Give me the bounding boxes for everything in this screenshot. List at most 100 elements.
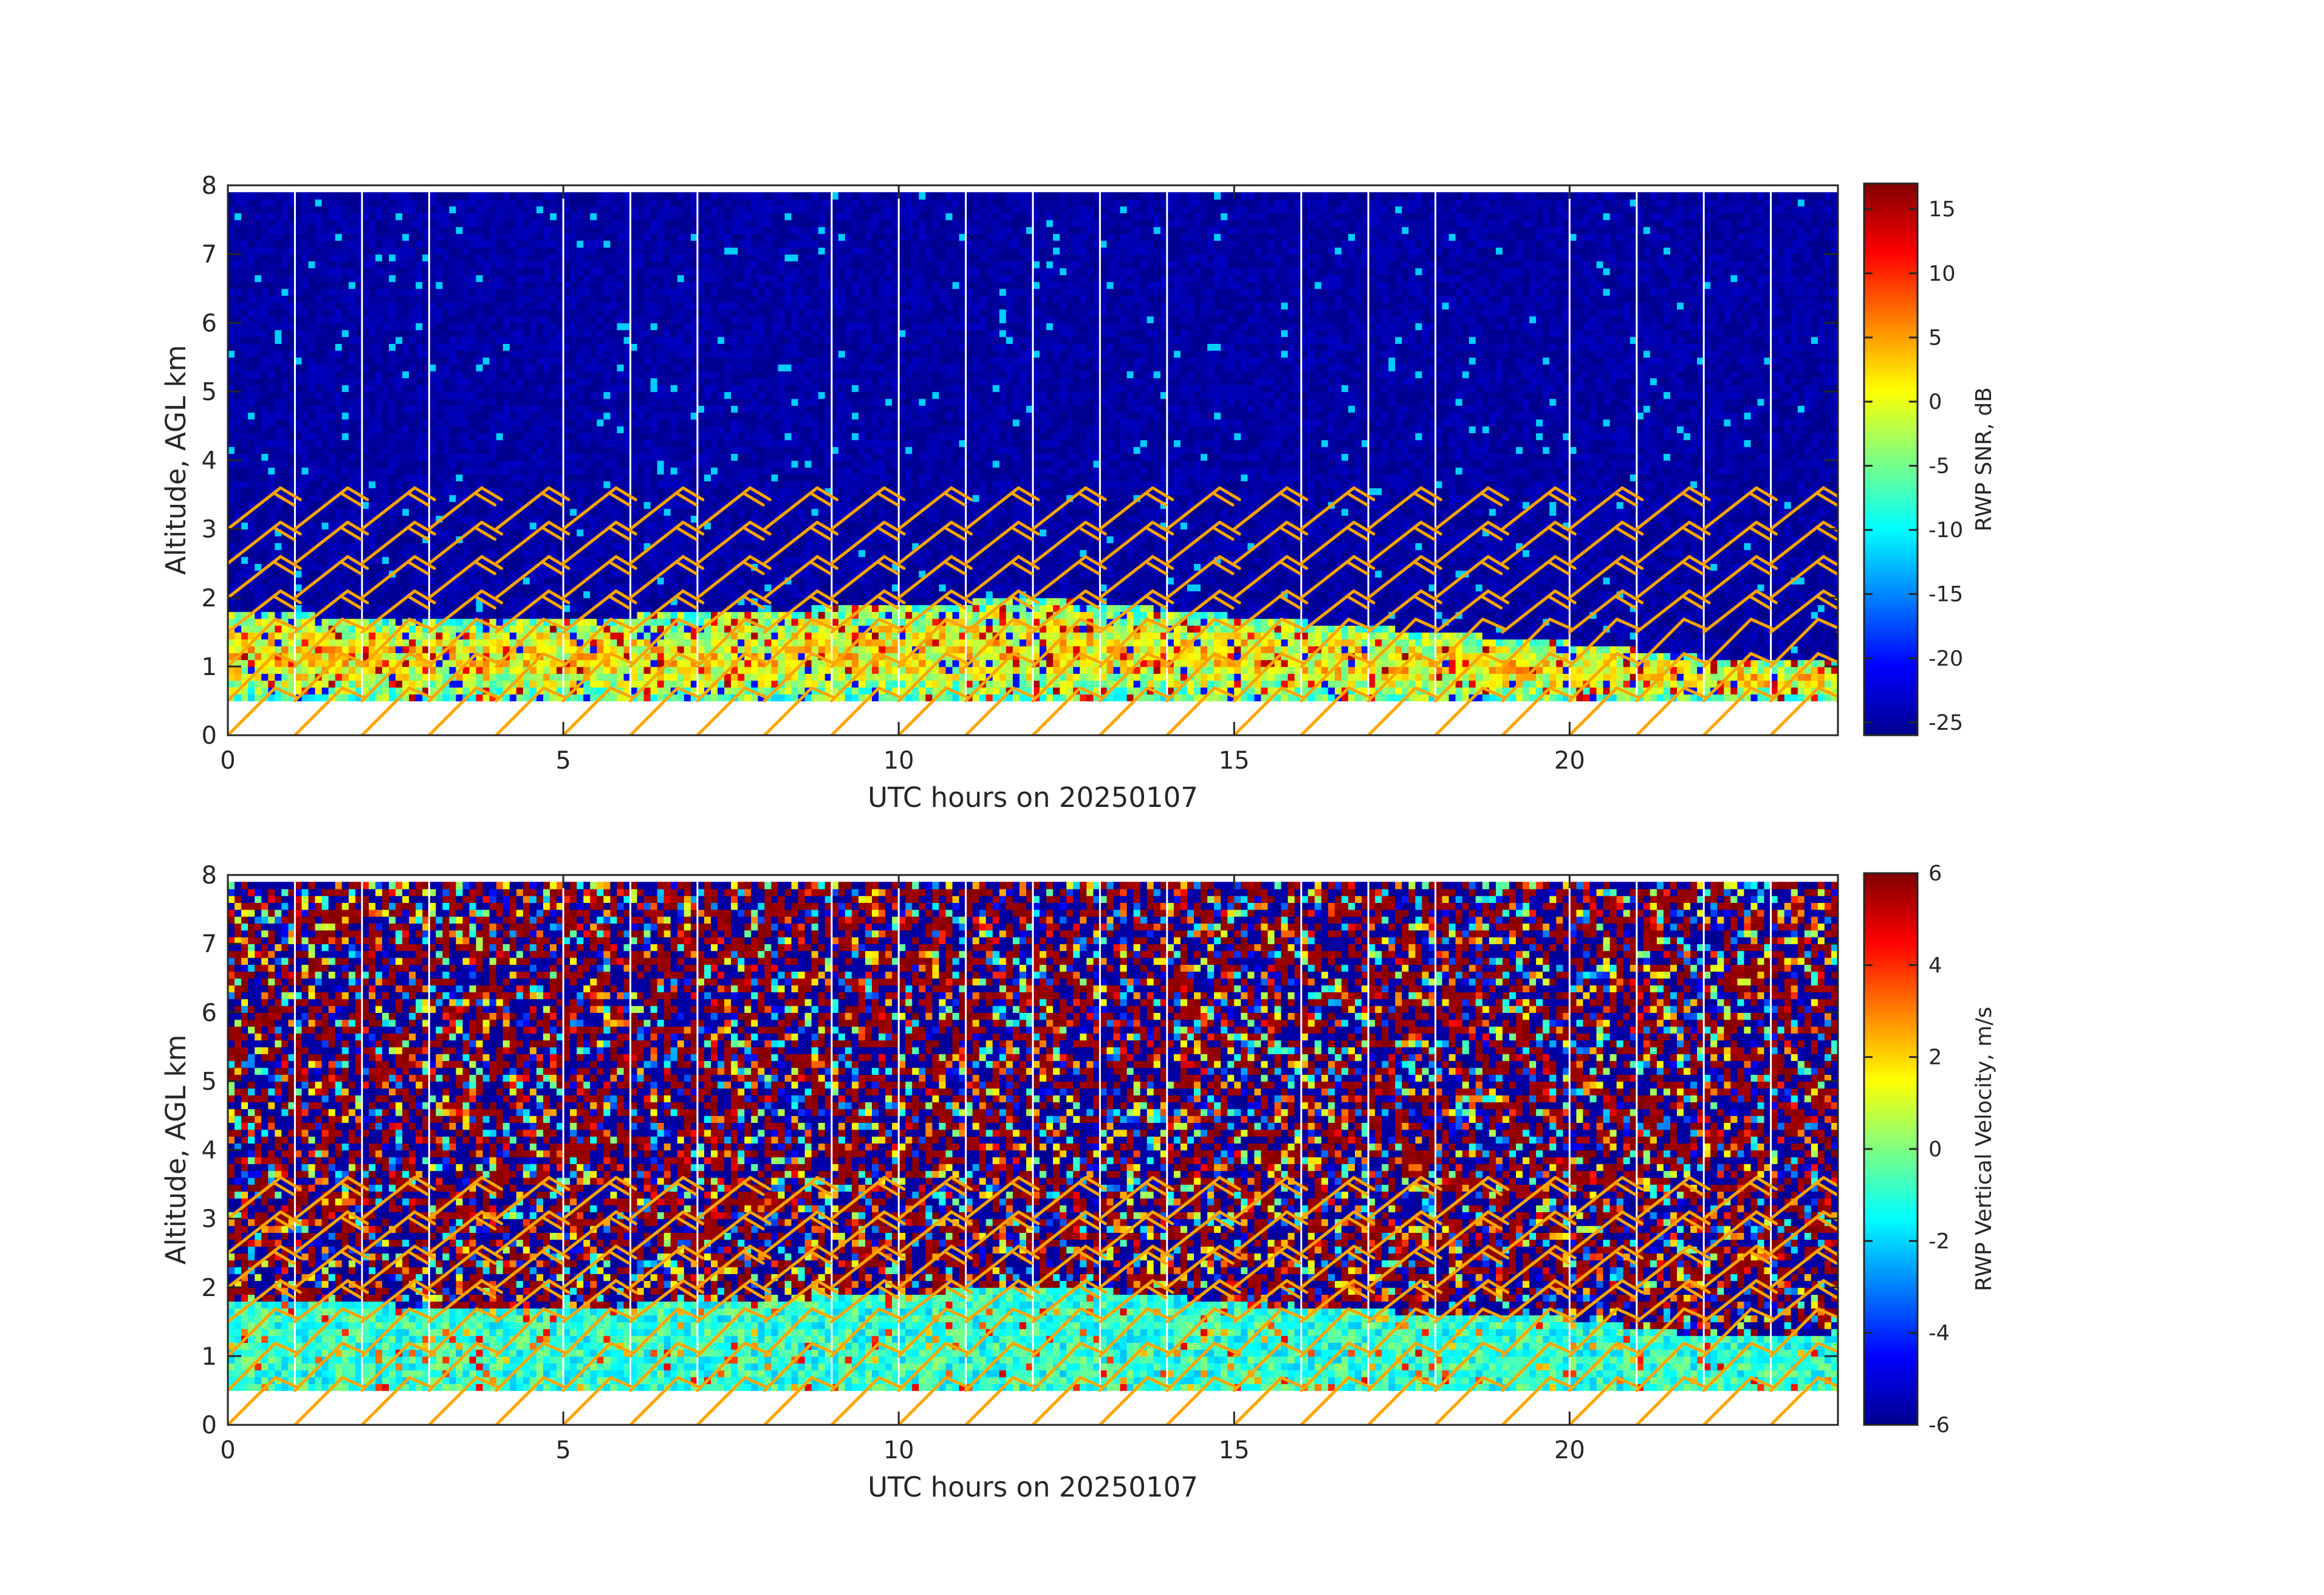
heatmap-cell [557,275,564,283]
heatmap-cell [389,199,396,207]
heatmap-cell [436,529,444,537]
heatmap-cell [235,295,242,303]
heatmap-cell [368,288,376,296]
heatmap-cell [623,687,631,695]
heatmap-cell [557,288,564,296]
heatmap-cell [563,639,571,647]
heatmap-cell [630,267,638,275]
heatmap-cell [623,495,631,503]
heatmap-cell [255,680,262,688]
heatmap-cell [328,501,336,509]
heatmap-cell [436,501,444,509]
heatmap-cell [315,481,323,489]
heatmap-cell [235,323,242,331]
heatmap-cell [630,315,638,323]
heatmap-cell [509,694,517,702]
heatmap-cell [368,240,376,248]
heatmap-cell [489,192,497,200]
heatmap-cell [402,371,410,379]
heatmap-cell [617,309,625,317]
heatmap-cell [563,543,571,551]
heatmap-cell [416,336,423,344]
heatmap-cell [288,591,296,599]
heatmap-cell [436,343,444,351]
heatmap-cell [402,350,410,358]
heatmap-cell [570,336,577,344]
heatmap-cell [449,213,457,221]
heatmap-cell [355,267,363,275]
heatmap-cell [429,618,437,626]
heatmap-cell [496,460,504,468]
heatmap-cell [462,460,470,468]
heatmap-cell [637,556,645,564]
heatmap-cell [543,460,550,468]
heatmap-cell [341,439,349,447]
heatmap-cell [670,357,678,365]
heatmap-cell [489,425,497,433]
heatmap-cell [657,247,665,255]
heatmap-cell [482,302,490,310]
heatmap-cell [429,673,437,681]
heatmap-cell [382,453,389,461]
heatmap-cell [382,632,389,640]
heatmap-cell [355,611,363,619]
heatmap-cell [248,563,255,571]
heatmap-cell [241,371,249,379]
heatmap-cell [449,439,457,447]
heatmap-cell [663,543,671,551]
heatmap-cell [389,474,396,482]
heatmap-cell [315,192,323,200]
heatmap-cell [261,336,269,344]
heatmap-cell [355,398,363,406]
heatmap-cell [597,632,605,640]
heatmap-cell [516,267,524,275]
heatmap-cell [315,460,323,468]
heatmap-cell [348,543,356,551]
heatmap-cell [382,309,389,317]
heatmap-cell [335,694,343,702]
heatmap-cell [543,632,550,640]
heatmap-cell [341,219,349,227]
heatmap-cell [597,453,605,461]
heatmap-cell [496,687,504,695]
heatmap-cell [362,336,369,344]
heatmap-cell [577,501,584,509]
heatmap-cell [436,192,444,200]
heatmap-cell [617,694,625,702]
heatmap-cell [597,425,605,433]
heatmap-cell [416,254,423,262]
heatmap-cell [409,419,416,427]
heatmap-cell [241,309,249,317]
heatmap-cell [228,213,235,221]
heatmap-cell [476,584,484,592]
heatmap-cell [563,199,571,207]
heatmap-cell [301,350,309,358]
heatmap-cell [375,323,383,331]
heatmap-cell [315,295,323,303]
heatmap-cell [402,199,410,207]
heatmap-cell [577,199,584,207]
heatmap-cell [341,261,349,269]
heatmap-cell [355,584,363,592]
heatmap-cell [341,405,349,413]
heatmap-cell [389,391,396,399]
heatmap-cell [663,199,671,207]
heatmap-cell [502,446,510,454]
heatmap-cell [536,261,544,269]
heatmap-cell [295,687,303,695]
heatmap-cell [268,487,276,495]
heatmap-cell [308,267,316,275]
heatmap-cell [449,192,457,200]
heatmap-cell [449,659,457,667]
heatmap-cell [577,385,584,393]
heatmap-cell [630,323,638,331]
heatmap-cell [308,687,316,695]
heatmap-cell [590,487,597,495]
heatmap-cell [476,467,484,475]
heatmap-cell [235,433,242,441]
heatmap-cell [261,281,269,289]
heatmap-cell [482,295,490,303]
heatmap-cell [255,343,262,351]
heatmap-cell [603,673,611,681]
